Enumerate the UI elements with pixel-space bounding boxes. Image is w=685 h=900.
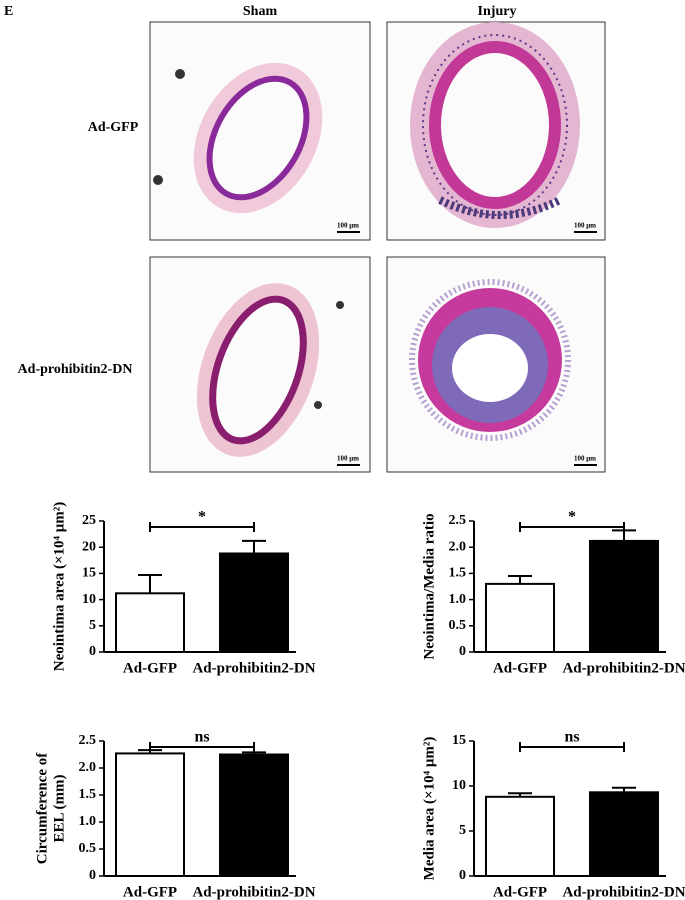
x-tick-label: Ad-prohibitin2-DN: [562, 884, 685, 900]
y-tick-label: 10: [82, 592, 96, 607]
y-tick-label: 1.0: [79, 814, 97, 829]
scale-bar-label: 100 μm: [337, 455, 359, 463]
micrograph: 100 μm: [386, 21, 606, 241]
scale-bar-label: 100 μm: [574, 222, 596, 230]
y-tick-label: 5: [89, 618, 96, 633]
y-tick-label: 25: [82, 513, 96, 528]
bar: [115, 592, 185, 654]
bar: [115, 752, 185, 877]
y-tick-label: 2.5: [449, 513, 467, 528]
y-tick-label: 0: [89, 868, 96, 883]
x-tick-label: Ad-prohibitin2-DN: [192, 660, 315, 676]
y-tick-label: 20: [82, 539, 96, 554]
significance-label: ns: [194, 729, 209, 746]
y-axis-label: Circumference of: [34, 752, 50, 864]
bar: [589, 539, 659, 653]
y-tick-label: 2.0: [449, 539, 467, 554]
y-axis-label: Neointima/Media ratio: [421, 513, 437, 659]
micrograph: 100 μm: [149, 21, 371, 241]
bar: [589, 791, 659, 877]
y-axis-label: EEL (mm): [51, 775, 67, 843]
y-axis-label: Neointima area (×10⁴ μm²): [51, 502, 67, 671]
y-tick-label: 5: [459, 823, 466, 838]
y-tick-label: 0: [459, 644, 466, 659]
y-tick-label: 1.0: [449, 592, 467, 607]
column-header: Sham: [243, 4, 278, 19]
row-label: Ad-prohibitin2-DN: [18, 362, 133, 377]
scale-bar-label: 100 μm: [574, 455, 596, 463]
x-tick-label: Ad-prohibitin2-DN: [192, 884, 315, 900]
y-axis-label: Media area (×10⁴ μm²): [421, 737, 437, 881]
y-tick-label: 0.5: [449, 618, 467, 633]
row-label: Ad-GFP: [88, 120, 139, 135]
x-tick-label: Ad-prohibitin2-DN: [562, 660, 685, 676]
y-tick-label: 2.0: [79, 760, 97, 775]
x-tick-label: Ad-GFP: [493, 660, 547, 676]
x-tick-label: Ad-GFP: [123, 884, 177, 900]
y-tick-label: 0.5: [79, 841, 97, 856]
significance-label: ns: [564, 729, 579, 746]
y-tick-label: 15: [452, 733, 466, 748]
y-tick-label: 0: [89, 644, 96, 659]
bar: [485, 795, 555, 877]
micrograph: 100 μm: [386, 256, 606, 473]
bar: [485, 582, 555, 654]
significance-label: *: [198, 509, 206, 526]
y-tick-label: 15: [82, 566, 96, 581]
y-tick-label: 2.5: [79, 733, 97, 748]
y-tick-label: 0: [459, 868, 466, 883]
x-tick-label: Ad-GFP: [493, 884, 547, 900]
x-tick-label: Ad-GFP: [123, 660, 177, 676]
panel-label: E: [4, 4, 13, 19]
column-header: Injury: [478, 4, 517, 19]
y-tick-label: 1.5: [449, 566, 467, 581]
significance-label: *: [568, 509, 576, 526]
scale-bar-label: 100 μm: [337, 222, 359, 230]
y-tick-label: 1.5: [79, 787, 97, 802]
micrograph: 100 μm: [149, 256, 371, 473]
bar: [219, 552, 289, 653]
y-tick-label: 10: [452, 778, 466, 793]
bar: [219, 753, 289, 877]
